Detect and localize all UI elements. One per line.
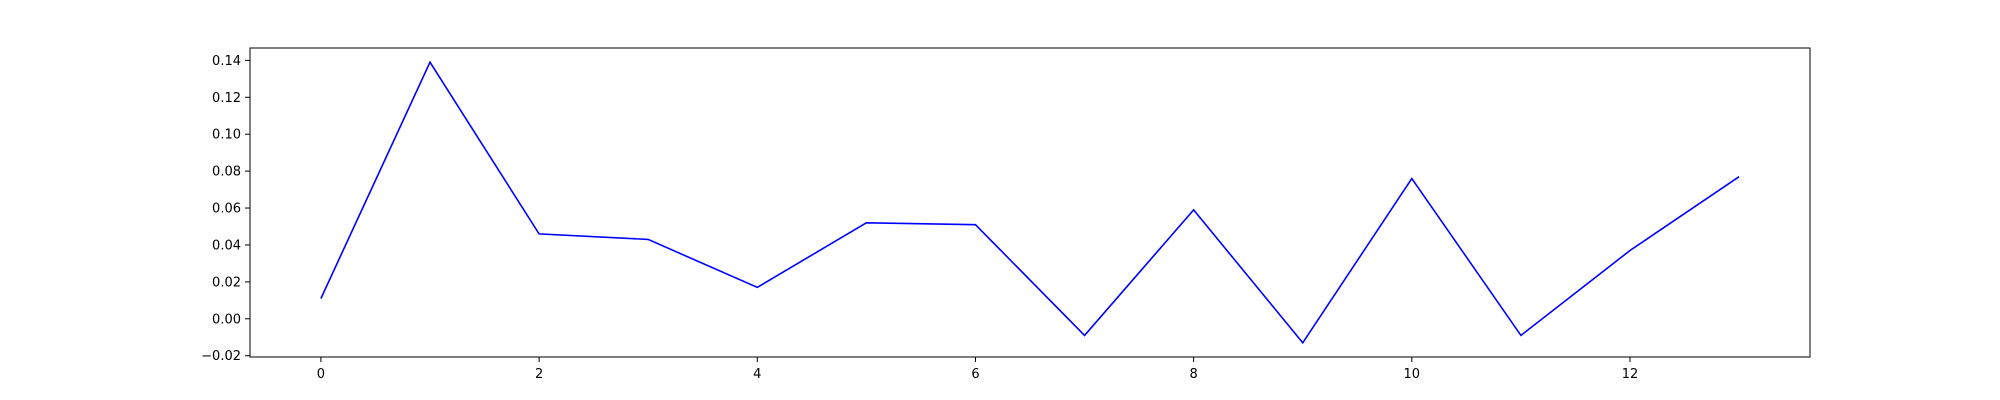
y-tick-label: −0.02 — [201, 349, 241, 364]
x-tick-label: 12 — [1622, 367, 1639, 382]
y-tick-label: 0.10 — [212, 128, 241, 143]
y-tick-label: 0.08 — [212, 165, 241, 180]
axes-frame — [249, 47, 1811, 358]
x-tick-label: 6 — [971, 367, 979, 382]
x-tick-label: 0 — [317, 367, 325, 382]
y-axis: −0.02 0.00 0.02 0.04 0.06 0.08 0.10 0.12 0.14 — [201, 54, 250, 364]
x-tick-label: 10 — [1404, 367, 1421, 382]
y-tick-label: 0.00 — [212, 312, 241, 327]
series-layer — [320, 60, 1740, 345]
y-tick-label: 0.14 — [212, 54, 241, 69]
series-line — [320, 60, 1740, 345]
x-tick-label: 4 — [753, 367, 761, 382]
x-tick-label: 2 — [535, 367, 543, 382]
y-tick-label: 0.02 — [212, 275, 241, 290]
y-tick-label: 0.12 — [212, 91, 241, 106]
y-tick-label: 0.06 — [212, 202, 241, 217]
y-tick-label: 0.04 — [212, 238, 241, 253]
x-axis: 0 2 4 6 8 10 12 — [317, 357, 1639, 382]
x-tick-label: 8 — [1189, 367, 1197, 382]
